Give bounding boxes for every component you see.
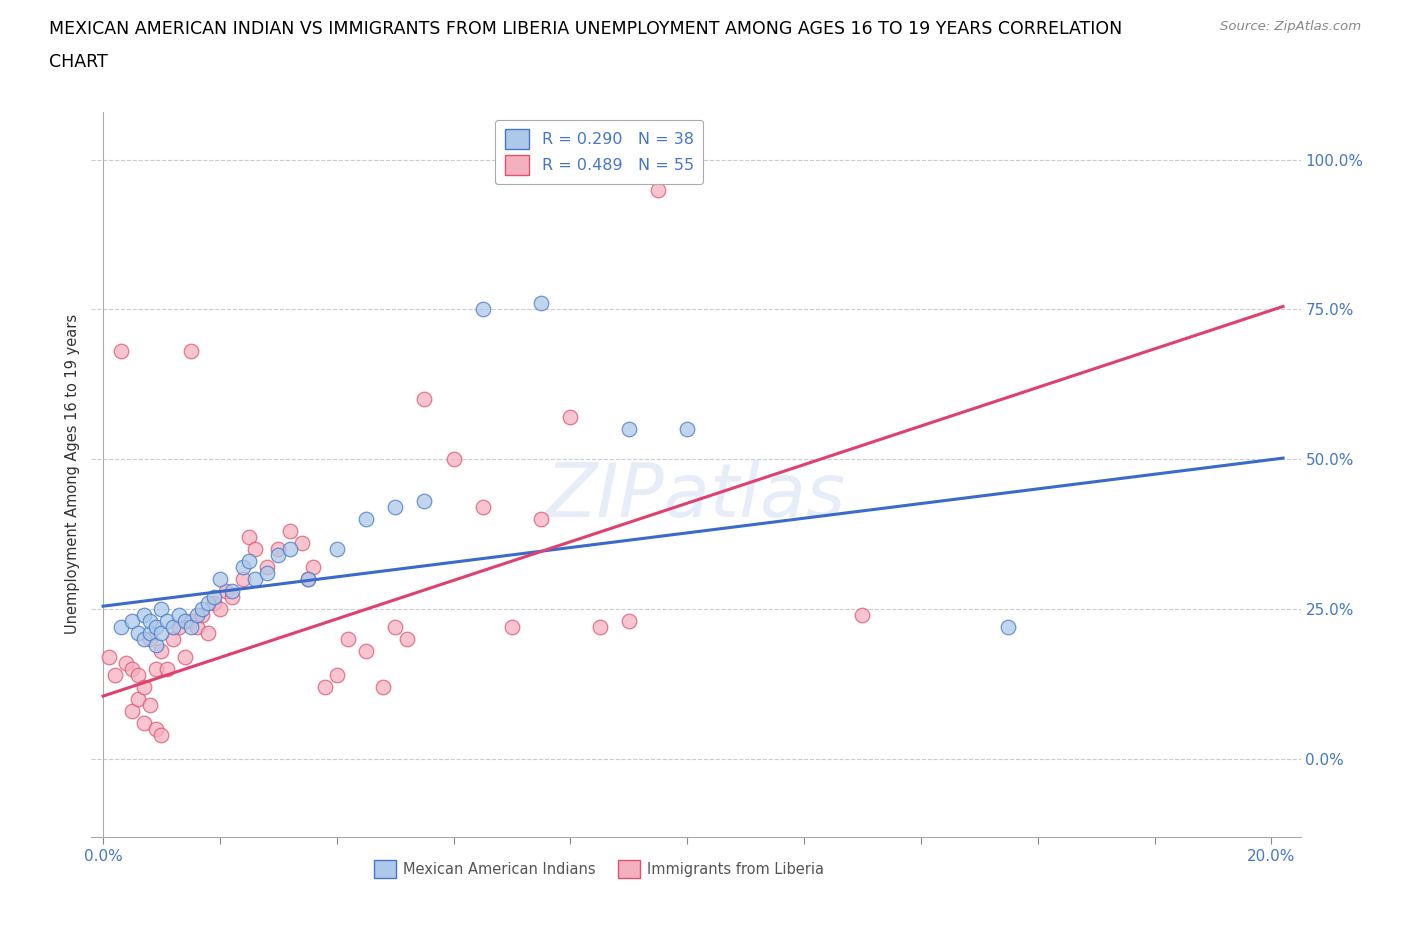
Point (354, 512, 377, 526)
Point (232, 572, 254, 587)
Point (162, 619, 184, 634)
Point (145, 662, 167, 677)
Point (156, 662, 179, 677)
Point (215, 584, 238, 599)
Point (297, 572, 319, 587)
Point (354, 644, 377, 658)
Point (221, 584, 243, 599)
Point (121, 614, 143, 629)
Point (243, 572, 266, 587)
Point (238, 530, 260, 545)
Point (208, 602, 231, 617)
Point (384, 619, 406, 634)
Point (676, 422, 699, 437)
Point (588, 619, 610, 634)
Point (110, 619, 132, 634)
Point (121, 704, 143, 719)
Point (104, 668, 127, 683)
Point (162, 631, 184, 646)
Point (127, 626, 149, 641)
Point (413, 494, 436, 509)
Point (471, 302, 494, 317)
Point (132, 716, 155, 731)
Point (256, 560, 278, 575)
Point (97, 650, 120, 665)
Point (173, 650, 195, 665)
Point (145, 619, 167, 634)
Point (851, 607, 873, 622)
Point (110, 344, 132, 359)
Point (208, 572, 231, 587)
Point (167, 619, 190, 634)
Point (291, 536, 314, 551)
Point (180, 619, 202, 634)
Point (256, 565, 278, 580)
Legend: Mexican American Indians, Immigrants from Liberia: Mexican American Indians, Immigrants fro… (368, 855, 830, 884)
Point (314, 680, 336, 695)
Point (221, 590, 243, 604)
Point (115, 656, 138, 671)
Point (121, 662, 143, 677)
Text: CHART: CHART (49, 53, 108, 71)
Point (191, 602, 214, 617)
Point (173, 614, 195, 629)
Point (139, 698, 162, 712)
Point (278, 524, 301, 538)
Point (337, 631, 360, 646)
Point (180, 344, 202, 359)
Point (325, 668, 347, 683)
Point (395, 631, 418, 646)
Point (197, 626, 219, 641)
Point (145, 722, 167, 737)
Text: Source: ZipAtlas.com: Source: ZipAtlas.com (1220, 20, 1361, 33)
Point (150, 602, 173, 617)
Point (202, 596, 225, 611)
Point (132, 631, 155, 646)
Point (202, 590, 225, 604)
Point (617, 614, 640, 629)
Point (150, 644, 173, 658)
Point (156, 614, 179, 629)
Point (186, 607, 208, 622)
Point (150, 727, 173, 742)
Text: MEXICAN AMERICAN INDIAN VS IMMIGRANTS FROM LIBERIA UNEMPLOYMENT AMONG AGES 16 TO: MEXICAN AMERICAN INDIAN VS IMMIGRANTS FR… (49, 20, 1122, 38)
Point (373, 680, 395, 695)
Point (139, 614, 162, 629)
Point (127, 668, 149, 683)
Point (560, 410, 582, 425)
Point (278, 542, 301, 557)
Point (167, 607, 190, 622)
Point (530, 512, 553, 526)
Point (150, 626, 173, 641)
Point (243, 542, 266, 557)
Point (132, 607, 155, 622)
Point (145, 638, 167, 653)
Point (238, 553, 260, 568)
Point (471, 499, 494, 514)
Point (186, 619, 208, 634)
Point (297, 572, 319, 587)
Point (139, 631, 162, 646)
Y-axis label: Unemployment Among Ages 16 to 19 years: Unemployment Among Ages 16 to 19 years (65, 314, 80, 634)
Point (267, 542, 290, 557)
Point (997, 619, 1019, 634)
Point (501, 619, 523, 634)
Point (384, 499, 406, 514)
Point (647, 182, 669, 197)
Point (267, 548, 290, 563)
Point (132, 680, 155, 695)
Point (191, 607, 214, 622)
Point (127, 692, 149, 707)
Point (325, 542, 347, 557)
Point (530, 296, 553, 311)
Point (302, 560, 325, 575)
Point (180, 614, 202, 629)
Point (232, 560, 254, 575)
Point (617, 422, 640, 437)
Point (197, 596, 219, 611)
Text: ZIPatlas: ZIPatlas (546, 460, 846, 532)
Point (139, 626, 162, 641)
Point (443, 452, 465, 467)
Point (413, 392, 436, 406)
